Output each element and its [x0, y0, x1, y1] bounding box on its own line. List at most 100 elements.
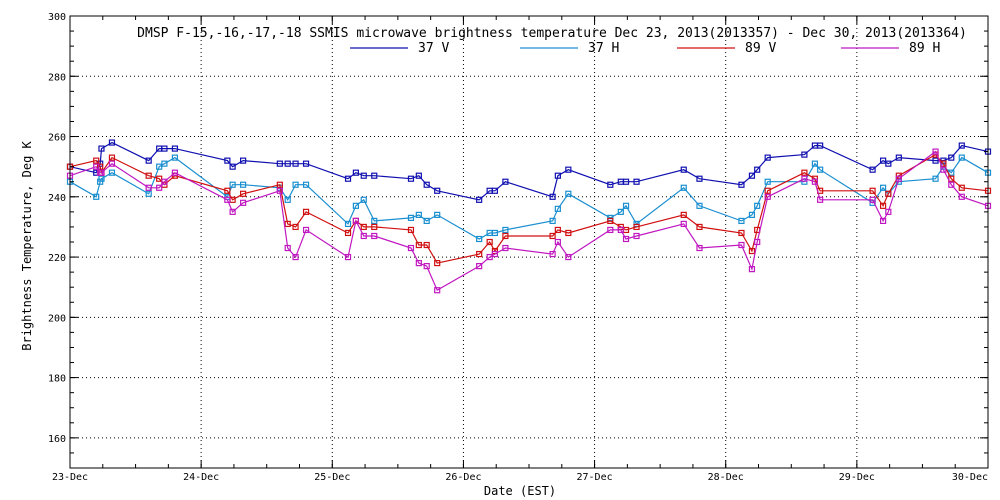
data-point — [696, 175, 703, 182]
data-point — [292, 223, 299, 231]
data-point — [284, 220, 291, 228]
data-point — [98, 145, 105, 152]
data-point — [554, 238, 561, 246]
data-point — [754, 166, 761, 173]
data-point — [93, 193, 100, 200]
data-point — [680, 220, 687, 228]
data-point — [476, 196, 483, 203]
series-line — [69, 153, 989, 264]
data-point — [502, 226, 509, 234]
data-point — [895, 175, 902, 182]
data-point — [93, 163, 100, 170]
data-point — [434, 187, 441, 194]
legend-label: 89 V — [745, 41, 776, 56]
data-point — [885, 160, 892, 167]
data-point — [607, 217, 614, 225]
data-point — [633, 232, 640, 240]
data-point — [738, 229, 745, 237]
data-point — [958, 154, 965, 161]
data-point — [302, 181, 310, 188]
data-point — [145, 184, 152, 191]
data-point — [738, 241, 745, 249]
data-point — [344, 229, 352, 237]
data-point — [696, 202, 703, 209]
data-point — [145, 172, 152, 179]
series-line — [69, 141, 989, 201]
data-point — [276, 187, 283, 194]
data-point — [680, 166, 687, 173]
data-point — [371, 217, 378, 225]
data-point — [292, 181, 299, 188]
data-point — [696, 244, 703, 252]
data-point — [748, 211, 756, 218]
data-point — [161, 160, 168, 167]
y-tick-label: 180 — [48, 374, 66, 385]
data-point — [885, 208, 892, 215]
data-point — [491, 187, 499, 194]
data-point — [434, 259, 441, 267]
y-tick-label: 220 — [48, 253, 66, 264]
data-point — [958, 142, 965, 149]
data-point — [98, 169, 105, 176]
x-tick-label: 27-Dec — [577, 472, 613, 483]
data-point — [292, 253, 299, 261]
y-tick-label: 240 — [48, 193, 66, 204]
grid-lines — [70, 16, 988, 468]
data-point — [302, 208, 310, 215]
data-point — [145, 190, 152, 197]
data-point — [229, 181, 236, 188]
data-point — [240, 190, 247, 197]
x-tick-label: 30-Dec — [952, 472, 988, 483]
y-axis-label: Brightness Temperature, Deg K — [20, 140, 34, 350]
data-point — [680, 184, 687, 191]
data-point — [617, 226, 624, 234]
data-point — [633, 223, 640, 231]
x-tick-label: 24-Dec — [183, 472, 219, 483]
data-point — [502, 178, 509, 185]
data-point — [161, 178, 168, 185]
data-point — [948, 181, 955, 188]
data-point — [801, 151, 808, 158]
data-point — [549, 250, 556, 258]
data-point — [958, 184, 965, 191]
data-point — [879, 217, 887, 225]
data-point — [476, 263, 483, 270]
data-point — [879, 202, 887, 209]
data-point — [622, 235, 630, 243]
data-point — [754, 238, 761, 246]
data-point — [161, 145, 168, 152]
data-point — [371, 172, 378, 179]
data-point — [476, 235, 483, 243]
data-point — [607, 226, 614, 234]
x-tick-label: 26-Dec — [445, 472, 481, 483]
data-point — [554, 226, 561, 234]
data-point — [565, 166, 572, 173]
data-point — [801, 169, 808, 176]
data-point — [869, 166, 876, 173]
data-point — [817, 196, 824, 203]
legend-label: 37 H — [588, 41, 619, 56]
data-point — [869, 187, 876, 194]
data-point — [895, 154, 902, 161]
x-axis-label: Date (EST) — [484, 484, 556, 498]
y-tick-label: 280 — [48, 72, 66, 83]
data-point — [371, 223, 378, 231]
axis-ticks: 23-Dec 24-Dec 25-Dec 26-Dec 27-Dec 28-Dec 29-D… — [48, 12, 989, 483]
data-point — [423, 263, 430, 270]
data-point — [360, 172, 367, 179]
data-point — [932, 148, 939, 155]
data-point — [764, 178, 771, 185]
data-point — [360, 223, 367, 231]
data-point — [240, 181, 247, 188]
data-point — [885, 190, 892, 197]
data-point — [352, 217, 359, 225]
data-point — [292, 160, 299, 167]
data-point — [633, 178, 640, 185]
data-point — [748, 266, 756, 273]
data-point — [754, 202, 761, 209]
data-point — [98, 175, 105, 182]
y-tick-label: 160 — [48, 434, 66, 445]
data-point — [476, 250, 483, 258]
data-point — [748, 172, 756, 179]
